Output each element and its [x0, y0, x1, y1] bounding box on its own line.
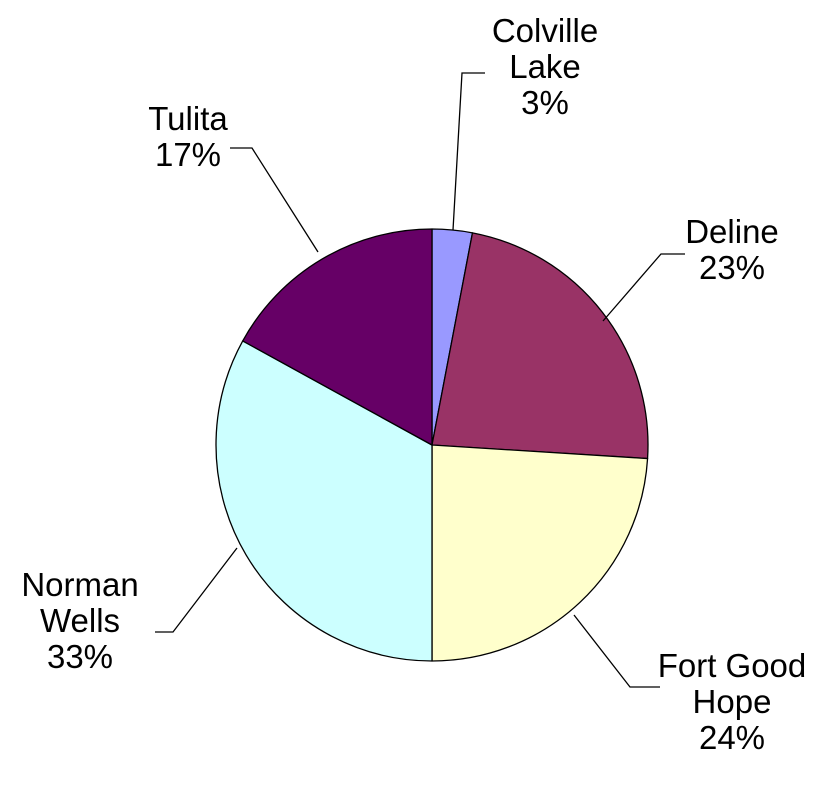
leader-line-fort-good-hope [573, 614, 660, 688]
pie-slice-fort-good-hope [431, 444, 649, 662]
slice-name-line: Fort Good [658, 647, 807, 684]
slice-label-colville-lake: Colville Lake 3% [492, 12, 598, 121]
pie-slice-norman-wells [215, 340, 433, 662]
slice-percent: 3% [521, 84, 569, 121]
slice-labels: Colville Lake 3% Deline 23% Fort Good Hope 24% N… [21, 12, 806, 756]
slice-name-line: Tulita [148, 100, 228, 137]
slice-name-line: Norman [21, 566, 138, 603]
pie-slice-deline [431, 232, 649, 460]
leader-line-tulita [230, 147, 319, 253]
slice-name-line: Wells [40, 602, 120, 639]
leader-line-colville-lake [452, 72, 485, 231]
pie-slice-tulita [242, 228, 433, 446]
leader-lines [155, 72, 685, 688]
leader-line-deline [602, 253, 685, 322]
slice-name-line: Lake [509, 48, 581, 85]
slice-percent: 33% [47, 638, 113, 675]
slice-label-fort-good-hope: Fort Good Hope 24% [658, 647, 807, 756]
slice-name-line: Deline [685, 213, 779, 250]
pie-slices [215, 228, 649, 662]
slice-label-norman-wells: Norman Wells 33% [21, 566, 138, 675]
slice-label-deline: Deline 23% [685, 213, 779, 286]
leader-line-norman-wells [155, 547, 238, 633]
slice-percent: 23% [699, 249, 765, 286]
slice-label-tulita: Tulita 17% [148, 100, 228, 173]
slice-percent: 17% [155, 136, 221, 173]
slice-name-line: Colville [492, 12, 598, 49]
slice-percent: 24% [699, 719, 765, 756]
slice-name-line: Hope [693, 683, 772, 720]
